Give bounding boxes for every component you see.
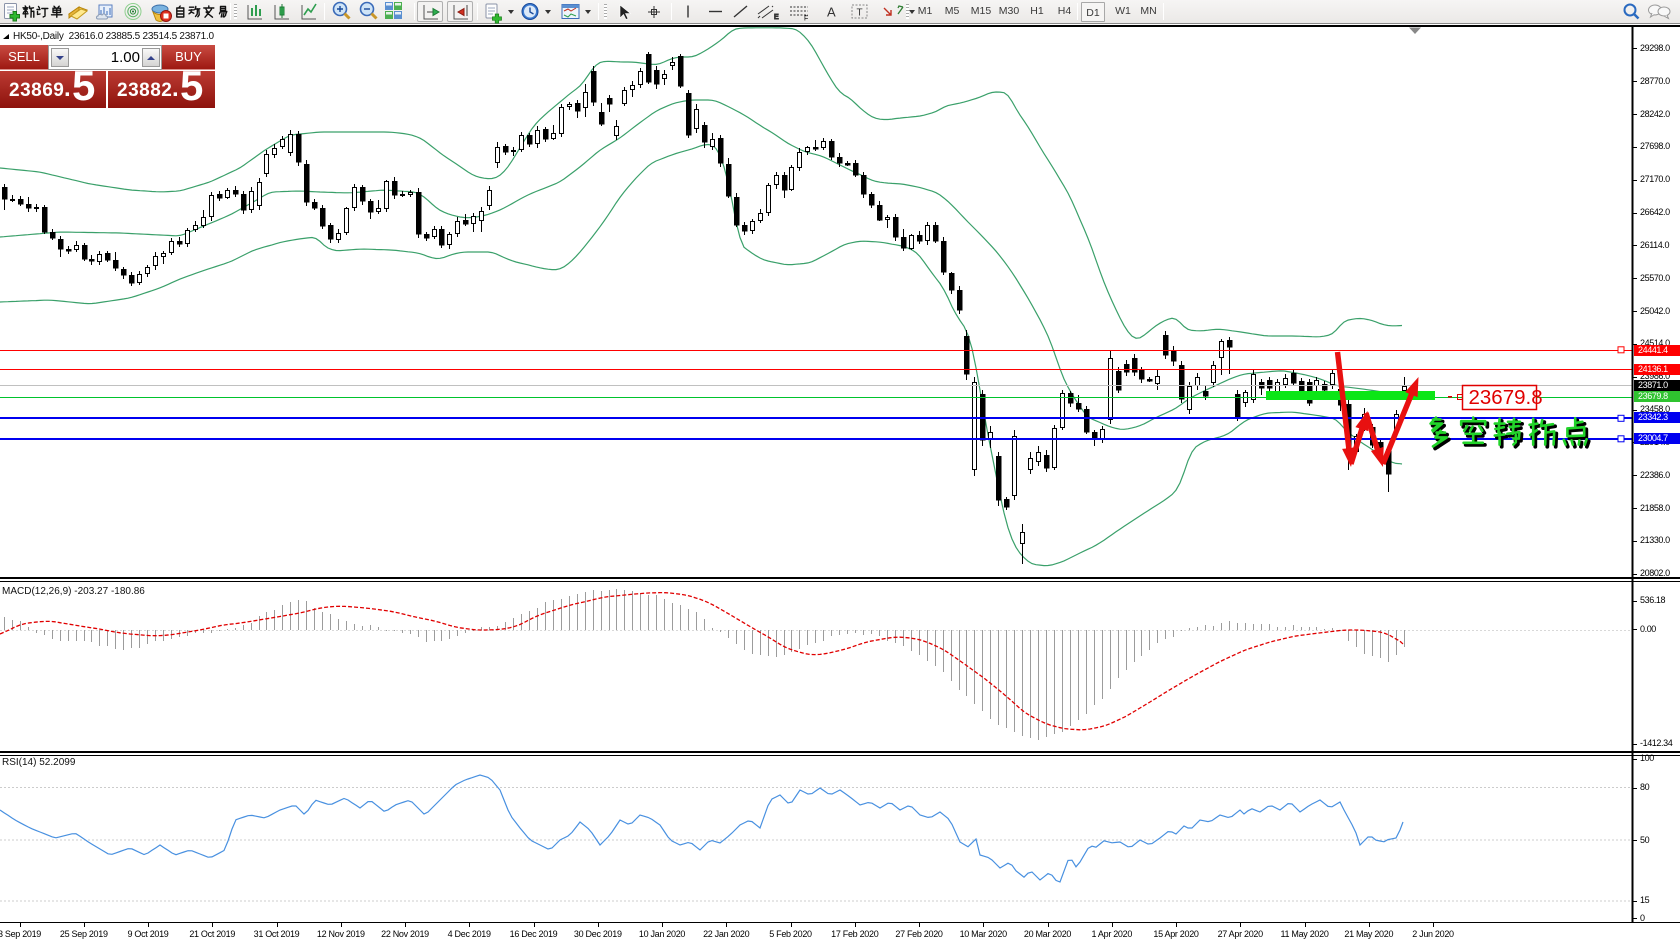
svg-text:23679.8: 23679.8	[1469, 386, 1543, 409]
svg-text:T: T	[857, 8, 863, 19]
svg-text:A: A	[827, 5, 836, 20]
svg-text:E: E	[774, 14, 779, 21]
svg-text:F: F	[804, 16, 808, 23]
